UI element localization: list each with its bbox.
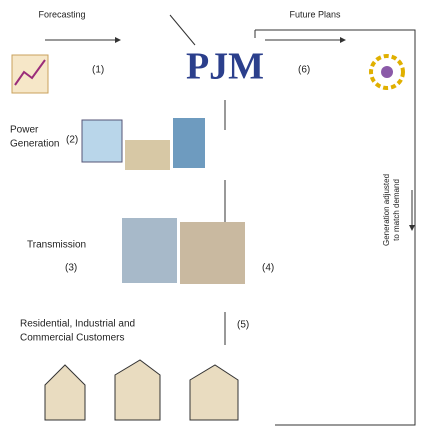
node-label: Commercial Customers bbox=[20, 333, 124, 344]
forecast-icon bbox=[11, 54, 49, 94]
node-label: Generation bbox=[10, 139, 59, 150]
step: (6) bbox=[298, 65, 310, 76]
step: (1) bbox=[92, 65, 104, 76]
transmission-images bbox=[122, 218, 245, 284]
logo: PJM bbox=[186, 46, 264, 88]
node-label: Transmission bbox=[27, 240, 86, 251]
node-label: Forecasting bbox=[38, 9, 85, 19]
side-note-line: Generation adjusted bbox=[382, 174, 391, 246]
generation-images bbox=[81, 118, 205, 170]
step: (2) bbox=[66, 135, 78, 146]
logo-swoosh bbox=[169, 14, 196, 46]
customer-icons bbox=[44, 359, 239, 421]
feedback-bracket bbox=[255, 29, 416, 426]
step: (3) bbox=[65, 263, 77, 274]
node-label: Future Plans bbox=[289, 9, 341, 19]
step: (4) bbox=[262, 263, 274, 274]
side-note: Generation adjusted to match demand bbox=[382, 174, 401, 246]
node-label: Residential, Industrial and bbox=[20, 319, 135, 330]
node-label: Power bbox=[10, 125, 39, 136]
step: (5) bbox=[237, 320, 249, 331]
side-note-line: to match demand bbox=[392, 179, 401, 241]
future-icon bbox=[369, 54, 405, 90]
